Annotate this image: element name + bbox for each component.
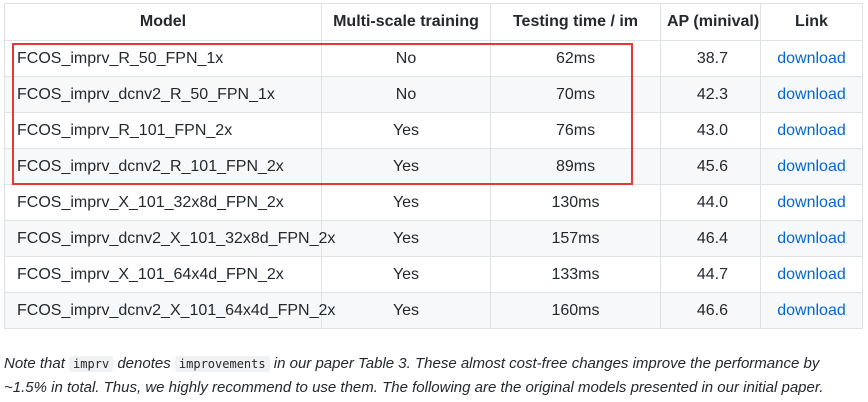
- cell-model: FCOS_imprv_R_50_FPN_1x: [4, 40, 322, 77]
- cell-testing-time: 76ms: [490, 112, 661, 149]
- cell-link: download: [760, 256, 863, 293]
- cell-multiscale: Yes: [321, 148, 491, 185]
- cell-link: download: [760, 184, 863, 221]
- download-link[interactable]: download: [777, 157, 846, 175]
- cell-testing-time: 133ms: [490, 256, 661, 293]
- cell-ap: 43.0: [660, 112, 761, 149]
- cell-model: FCOS_imprv_R_101_FPN_2x: [4, 112, 322, 149]
- cell-multiscale: Yes: [321, 112, 491, 149]
- cell-ap: 46.4: [660, 220, 761, 257]
- cell-model: FCOS_imprv_dcnv2_R_101_FPN_2x: [4, 148, 322, 185]
- header-multiscale: Multi-scale training: [321, 3, 491, 41]
- cell-testing-time: 130ms: [490, 184, 661, 221]
- note-text-3: in our paper Table 3. These almost cost-…: [4, 355, 824, 396]
- header-model: Model: [4, 3, 322, 41]
- table-note: Note that imprv denotes improvements in …: [4, 352, 864, 400]
- results-table: Model Multi-scale training Testing time …: [4, 3, 863, 329]
- results-table-container: Model Multi-scale training Testing time …: [4, 3, 864, 329]
- header-row: Model Multi-scale training Testing time …: [4, 3, 863, 41]
- table-row: FCOS_imprv_dcnv2_R_50_FPN_1x No 70ms 42.3 do…: [4, 76, 863, 113]
- table-row: FCOS_imprv_X_101_64x4d_FPN_2x Yes 133ms 44.…: [4, 256, 863, 293]
- header-link: Link: [760, 3, 863, 41]
- cell-multiscale: Yes: [321, 256, 491, 293]
- cell-multiscale: Yes: [321, 292, 491, 329]
- cell-ap: 44.7: [660, 256, 761, 293]
- download-link[interactable]: download: [777, 301, 846, 319]
- note-code-imprv: imprv: [69, 356, 114, 372]
- table-row: FCOS_imprv_dcnv2_R_101_FPN_2x Yes 89ms 45.6…: [4, 148, 863, 185]
- download-link[interactable]: download: [777, 265, 846, 283]
- note-text-1: Note that: [4, 355, 70, 372]
- header-testing-time: Testing time / im: [490, 3, 661, 41]
- header-ap: AP (minival): [660, 3, 761, 41]
- cell-multiscale: No: [321, 76, 491, 113]
- note-code-improvements: improvements: [174, 356, 270, 372]
- cell-model: FCOS_imprv_X_101_64x4d_FPN_2x: [4, 256, 322, 293]
- table-row: FCOS_imprv_dcnv2_X_101_32x8d_FPN_2x Yes 15…: [4, 220, 863, 257]
- table-body: FCOS_imprv_R_50_FPN_1x No 62ms 38.7 download…: [4, 40, 863, 329]
- download-link[interactable]: download: [777, 229, 846, 247]
- cell-model: FCOS_imprv_X_101_32x8d_FPN_2x: [4, 184, 322, 221]
- table-header: Model Multi-scale training Testing time …: [4, 3, 863, 41]
- note-text-2: denotes: [113, 355, 175, 372]
- cell-testing-time: 70ms: [490, 76, 661, 113]
- cell-link: download: [760, 40, 863, 77]
- cell-testing-time: 89ms: [490, 148, 661, 185]
- cell-link: download: [760, 292, 863, 329]
- cell-ap: 44.0: [660, 184, 761, 221]
- cell-ap: 42.3: [660, 76, 761, 113]
- cell-link: download: [760, 76, 863, 113]
- cell-ap: 45.6: [660, 148, 761, 185]
- cell-model: FCOS_imprv_dcnv2_R_50_FPN_1x: [4, 76, 322, 113]
- cell-testing-time: 160ms: [490, 292, 661, 329]
- download-link[interactable]: download: [777, 85, 846, 103]
- cell-link: download: [760, 220, 863, 257]
- cell-multiscale: Yes: [321, 220, 491, 257]
- cell-link: download: [760, 148, 863, 185]
- cell-link: download: [760, 112, 863, 149]
- cell-ap: 38.7: [660, 40, 761, 77]
- download-link[interactable]: download: [777, 121, 846, 139]
- cell-model: FCOS_imprv_dcnv2_X_101_64x4d_FPN_2x: [4, 292, 335, 329]
- table-row: FCOS_imprv_X_101_32x8d_FPN_2x Yes 130ms 44.…: [4, 184, 863, 221]
- table-row: FCOS_imprv_dcnv2_X_101_64x4d_FPN_2x Yes 16…: [4, 292, 863, 329]
- table-row: FCOS_imprv_R_101_FPN_2x Yes 76ms 43.0 downlo…: [4, 112, 863, 149]
- download-link[interactable]: download: [777, 49, 846, 67]
- table-row: FCOS_imprv_R_50_FPN_1x No 62ms 38.7 download: [4, 40, 863, 77]
- cell-ap: 46.6: [660, 292, 761, 329]
- cell-multiscale: Yes: [321, 184, 491, 221]
- cell-testing-time: 62ms: [490, 40, 661, 77]
- download-link[interactable]: download: [777, 193, 846, 211]
- cell-multiscale: No: [321, 40, 491, 77]
- cell-testing-time: 157ms: [490, 220, 661, 257]
- cell-model: FCOS_imprv_dcnv2_X_101_32x8d_FPN_2x: [4, 220, 335, 257]
